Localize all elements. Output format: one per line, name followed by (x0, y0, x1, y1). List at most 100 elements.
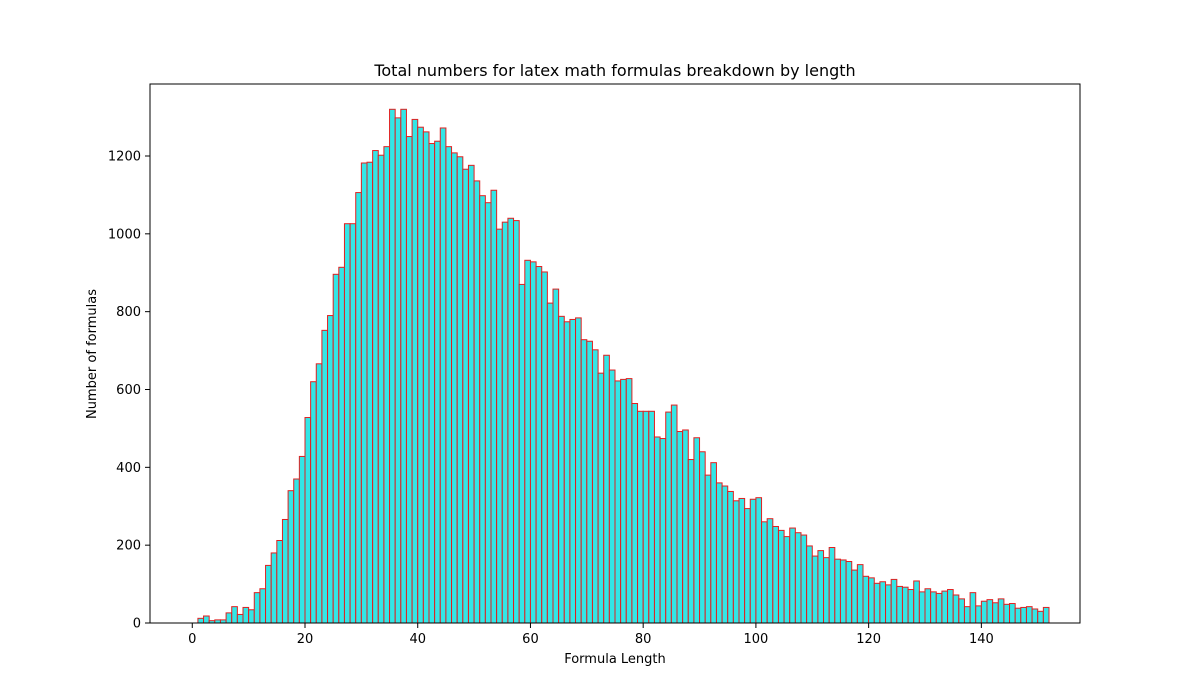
histogram-bar (648, 410, 655, 624)
histogram-bar (715, 482, 723, 624)
histogram-bar (637, 410, 644, 624)
histogram-bar (293, 478, 300, 624)
histogram-bar (253, 592, 261, 624)
histogram-bar (839, 559, 847, 624)
histogram-bar (242, 606, 250, 624)
histogram-bar (315, 363, 323, 624)
histogram-bar (732, 500, 740, 624)
histogram-bar (473, 180, 481, 624)
bars-group (197, 108, 1050, 624)
histogram-bar (281, 518, 289, 624)
histogram-bar (817, 550, 825, 624)
histogram-bar (783, 536, 791, 624)
histogram-bar (608, 369, 616, 624)
histogram-bar (749, 498, 757, 624)
histogram-bar (631, 403, 639, 624)
histogram-bar (710, 462, 717, 624)
histogram-bar (806, 545, 813, 624)
histogram-bar (997, 598, 1005, 624)
histogram-bar (529, 261, 537, 624)
histogram-bar (377, 154, 385, 624)
histogram-bar (862, 575, 870, 624)
histogram-bar (304, 417, 312, 624)
histogram-bar (625, 378, 633, 624)
histogram-bar (975, 605, 982, 624)
histogram-bar (479, 195, 486, 624)
histogram-bar (868, 577, 875, 624)
histogram-bar (575, 317, 582, 624)
x-tick-label: 100 (743, 632, 768, 647)
histogram-bar (400, 108, 407, 624)
histogram-bar (794, 532, 802, 624)
histogram-bar (1037, 610, 1044, 624)
histogram-bar (969, 592, 977, 624)
histogram-bar (952, 594, 960, 624)
histogram-bar (558, 315, 565, 624)
histogram-bar (665, 411, 672, 624)
histogram-bar (699, 451, 706, 624)
histogram-bar (963, 606, 971, 624)
histogram-bar (907, 589, 915, 624)
histogram-bar (744, 508, 751, 624)
histogram-bar (298, 455, 306, 624)
histogram-bar (366, 161, 374, 624)
histogram-bar (586, 340, 593, 624)
histogram-bar (541, 271, 548, 624)
histogram-bar (766, 518, 774, 624)
y-tick-label: 600 (116, 383, 141, 398)
histogram-bar (445, 146, 453, 624)
histogram-bar (422, 131, 430, 624)
histogram-bar (389, 108, 396, 624)
histogram-bar (885, 584, 892, 624)
histogram-bar (828, 547, 836, 624)
histogram-bar (490, 189, 498, 624)
histogram-bar (507, 217, 515, 624)
histogram-bar (484, 202, 492, 624)
histogram-bar (879, 581, 887, 624)
histogram-bar (434, 140, 441, 624)
histogram-bar (236, 613, 244, 624)
histogram-bar (372, 150, 379, 624)
histogram-bar (687, 459, 695, 624)
histogram-bar (456, 156, 464, 624)
histogram-bar (913, 580, 920, 624)
histogram-bar (546, 302, 554, 624)
histogram-bar (259, 588, 267, 624)
histogram-bar (405, 136, 413, 624)
histogram-bar (591, 349, 599, 624)
y-tick-label: 800 (116, 305, 141, 320)
histogram-bar (1014, 607, 1022, 624)
x-axis-ticks: 0 20 40 60 80 100 120 140 (188, 623, 994, 647)
histogram-bar (693, 437, 701, 624)
y-tick-label: 400 (116, 461, 141, 476)
histogram-bar (1031, 608, 1039, 624)
histogram-bar (1009, 603, 1016, 624)
histogram-bar (721, 485, 729, 624)
histogram-bar (777, 529, 785, 624)
histogram-bar (761, 521, 768, 624)
histogram-bar (845, 561, 853, 624)
histogram-bar (1003, 603, 1011, 624)
histogram-bar (225, 612, 233, 624)
histogram-bar (670, 404, 678, 624)
histogram-bar (980, 600, 988, 624)
histogram-bar (1042, 606, 1050, 624)
histogram-bar (851, 569, 858, 624)
histogram-bar (642, 410, 650, 624)
histogram-bar (501, 221, 509, 624)
x-axis-label: Formula Length (564, 652, 666, 667)
histogram-bar (811, 555, 819, 624)
histogram-bar (620, 378, 627, 624)
x-tick-label: 60 (522, 632, 539, 647)
x-tick-label: 20 (297, 632, 314, 647)
histogram-bar (360, 162, 368, 624)
histogram-bar (276, 539, 283, 624)
y-axis-label: Number of formulas (85, 289, 100, 419)
histogram-bar (682, 429, 689, 624)
x-tick-label: 0 (188, 632, 196, 647)
y-tick-label: 1200 (108, 149, 141, 164)
histogram-bar (287, 490, 295, 624)
histogram-bar (1020, 606, 1027, 624)
histogram-bar (1025, 606, 1033, 624)
histogram-bar (338, 266, 345, 624)
